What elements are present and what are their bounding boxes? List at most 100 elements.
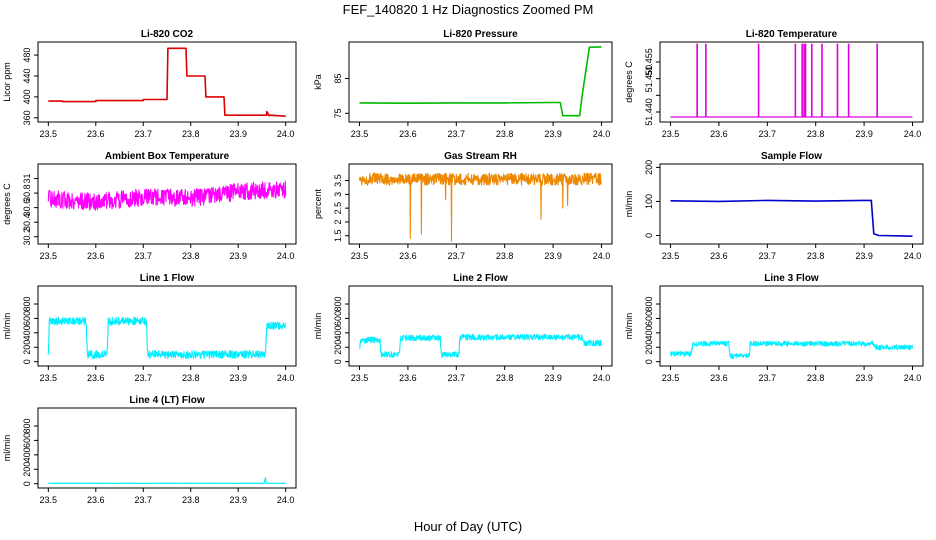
x-tick-label: 23.7 <box>759 251 777 261</box>
x-tick-label: 23.6 <box>710 373 728 383</box>
plot-frame <box>37 407 297 489</box>
x-tick-label: 24.0 <box>277 129 295 139</box>
y-tick-label: 30.4 <box>22 213 32 231</box>
x-tick-label: 23.8 <box>182 251 200 261</box>
x-tick-label: 23.6 <box>87 495 105 505</box>
x-tick-label: 23.9 <box>544 251 562 261</box>
x-tick-label: 23.5 <box>662 129 680 139</box>
y-tick-label: 3.5 <box>333 174 343 187</box>
x-tick-label: 23.5 <box>351 373 369 383</box>
series-line-0 <box>669 340 914 359</box>
panel-2: Li-820 Temperature degrees C 23.5 23.6 23.7 2… <box>624 29 924 139</box>
x-tick-label: 24.0 <box>593 251 611 261</box>
y-tick-label: 1.5 <box>333 229 343 242</box>
panel-9: Line 4 (LT) Flow ml/min 23.5 23.6 23.7 23.8 23… <box>2 395 297 505</box>
y-tick-label: 440 <box>22 68 32 83</box>
y-tick-label: 31 <box>22 174 32 184</box>
panel-6: Line 1 Flow ml/min 23.5 23.6 23.7 23.8 23.9 24.… <box>2 273 297 383</box>
x-tick-label: 23.6 <box>399 373 417 383</box>
y-tick-label: 200 <box>644 160 654 175</box>
y-tick-label: 0 <box>644 359 654 364</box>
plot-frame <box>659 285 924 367</box>
y-tick-label: 100 <box>644 194 654 209</box>
y-tick-label: 200 <box>22 340 32 355</box>
plot-frame <box>348 41 613 123</box>
panel-7: Line 2 Flow ml/min 23.5 23.6 23.7 23.8 23.9 24.… <box>313 273 613 383</box>
data-layer <box>670 199 913 237</box>
data-layer <box>47 180 287 211</box>
data-layer <box>48 47 286 117</box>
y-tick-label: 3 <box>333 192 343 197</box>
data-layer <box>359 46 602 117</box>
x-tick-label: 23.8 <box>807 251 825 261</box>
series-line-0 <box>48 47 286 117</box>
x-tick-label: 23.5 <box>40 373 58 383</box>
y-tick-label: 600 <box>333 311 343 326</box>
y-tick-label: 30.2 <box>22 228 32 246</box>
y-tick-label: 200 <box>22 462 32 477</box>
y-axis-label: ml/min <box>2 435 12 462</box>
plot-frame <box>37 163 297 245</box>
x-tick-label: 23.9 <box>855 373 873 383</box>
x-tick-label: 24.0 <box>904 373 922 383</box>
y-tick-label: 200 <box>644 340 654 355</box>
series-line-0 <box>48 477 286 485</box>
x-tick-label: 23.9 <box>855 129 873 139</box>
panel-title: Ambient Box Temperature <box>105 151 230 162</box>
panel-title: Li-820 CO2 <box>141 29 194 40</box>
x-tick-label: 23.5 <box>351 251 369 261</box>
y-tick-label: 360 <box>22 110 32 125</box>
x-tick-label: 23.8 <box>807 373 825 383</box>
plot-frame <box>348 163 613 245</box>
x-tick-label: 23.7 <box>134 251 152 261</box>
plot-frame <box>659 163 924 245</box>
panel-3: Ambient Box Temperature degrees C 23.5 23.6… <box>2 151 297 261</box>
x-tick-label: 23.5 <box>662 373 680 383</box>
y-tick-label: 0 <box>22 359 32 364</box>
x-tick-label: 23.7 <box>448 373 466 383</box>
y-axis-label: ml/min <box>313 313 323 340</box>
x-tick-label: 23.6 <box>399 129 417 139</box>
y-axis-label: kPa <box>313 74 323 90</box>
x-tick-label: 24.0 <box>277 251 295 261</box>
x-tick-label: 23.8 <box>182 495 200 505</box>
y-tick-label: 30.6 <box>22 199 32 217</box>
x-tick-label: 23.9 <box>229 373 247 383</box>
data-layer <box>670 43 913 118</box>
x-tick-label: 23.8 <box>182 129 200 139</box>
data-layer <box>48 477 286 485</box>
data-layer <box>359 333 603 358</box>
panel-title: Li-820 Pressure <box>443 29 518 40</box>
x-tick-label: 23.7 <box>134 495 152 505</box>
y-tick-label: 600 <box>22 311 32 326</box>
x-tick-label: 24.0 <box>277 373 295 383</box>
series-line-0 <box>47 316 287 359</box>
y-tick-label: 2 <box>333 219 343 224</box>
y-tick-label: 51.455 <box>644 48 654 76</box>
series-line-0 <box>47 180 287 211</box>
series-line-0 <box>359 333 603 358</box>
y-tick-label: 480 <box>22 48 32 63</box>
series-line-0 <box>670 199 913 237</box>
x-tick-label: 23.9 <box>229 251 247 261</box>
x-tick-label: 23.9 <box>229 495 247 505</box>
x-tick-label: 23.8 <box>182 373 200 383</box>
y-tick-label: 85 <box>333 74 343 84</box>
plot-frame <box>37 41 297 123</box>
y-tick-label: 30.8 <box>22 184 32 202</box>
y-tick-label: 0 <box>644 233 654 238</box>
x-tick-label: 23.7 <box>448 251 466 261</box>
panel-title: Line 1 Flow <box>140 273 195 284</box>
y-tick-label: 800 <box>333 297 343 312</box>
y-tick-label: 600 <box>644 311 654 326</box>
x-tick-label: 23.7 <box>134 373 152 383</box>
y-tick-label: 0 <box>22 481 32 486</box>
x-tick-label: 23.7 <box>759 129 777 139</box>
data-layer <box>47 316 287 359</box>
x-tick-label: 23.7 <box>448 129 466 139</box>
y-tick-label: 400 <box>22 89 32 104</box>
panel-title: Li-820 Temperature <box>746 29 838 40</box>
y-tick-label: 0 <box>333 359 343 364</box>
